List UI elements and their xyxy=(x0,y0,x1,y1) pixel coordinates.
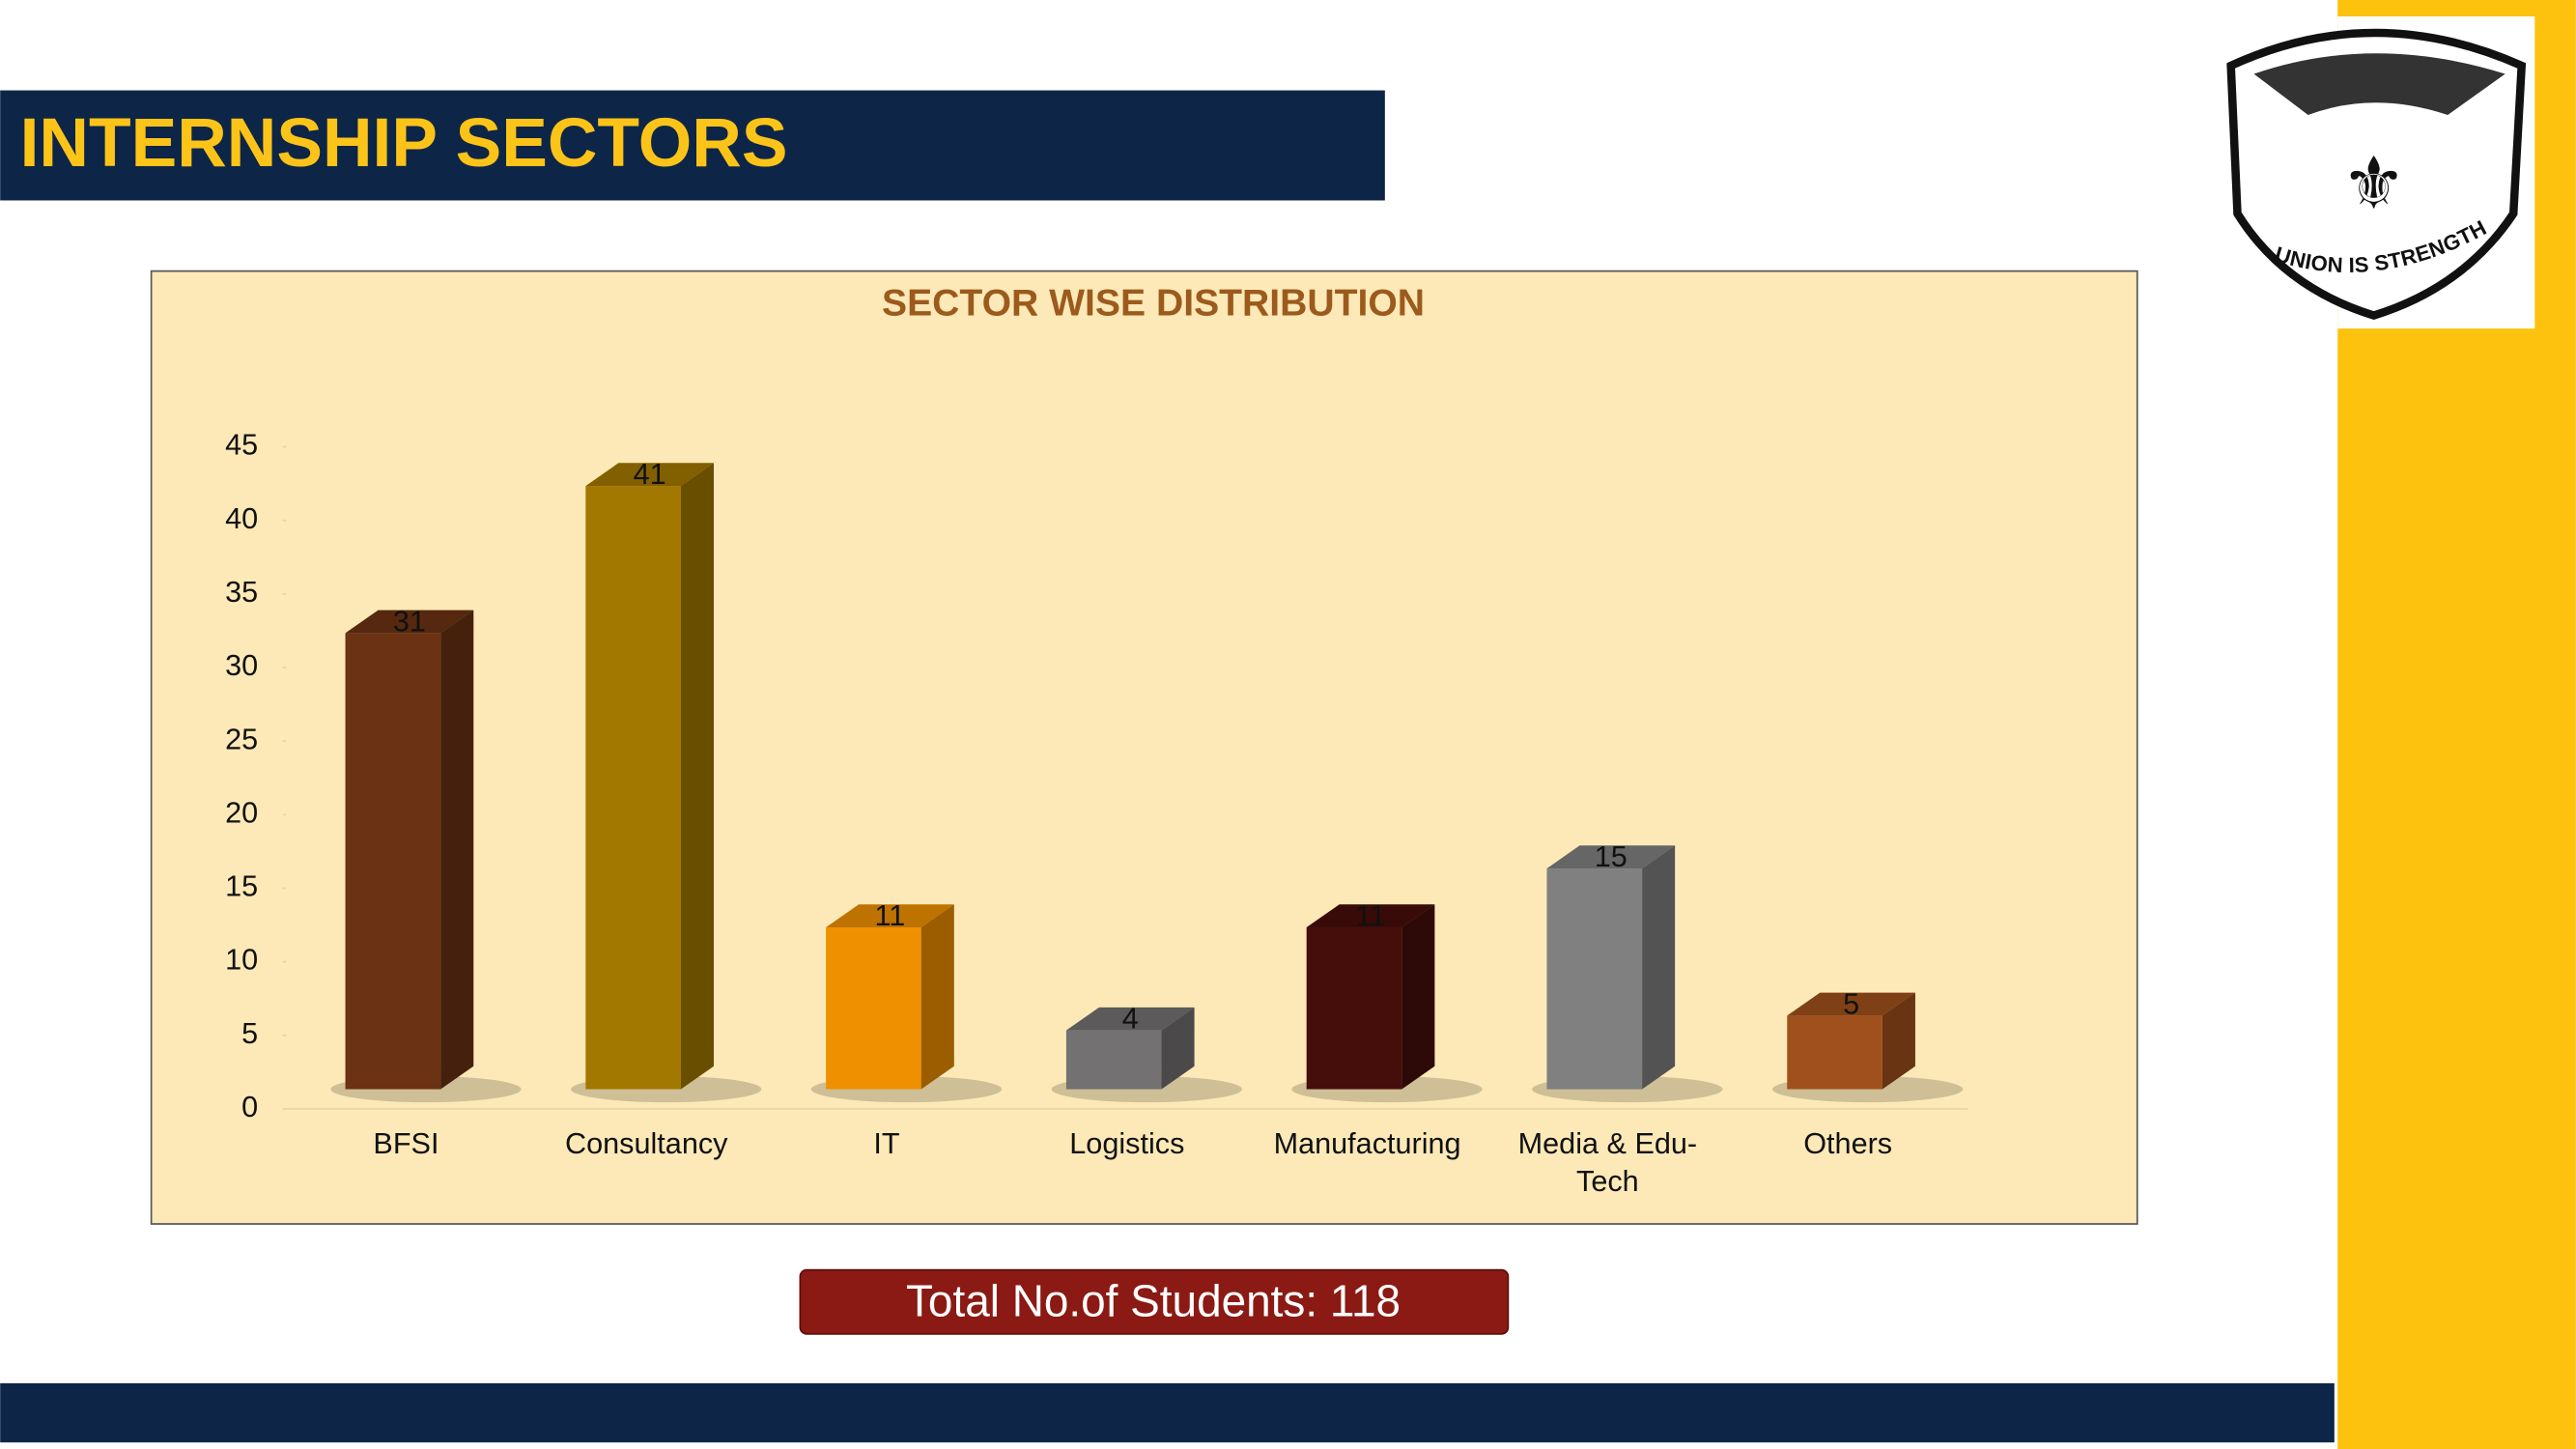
bar-side xyxy=(440,610,474,1090)
plot: 051015202530354045BFSI31Consultancy41IT1… xyxy=(225,429,1968,1198)
bar-side xyxy=(1161,1007,1195,1090)
bar-front xyxy=(1306,927,1402,1090)
x-tick-label-box: Consultancy xyxy=(565,1126,728,1160)
y-tick-label: 40 xyxy=(225,502,258,535)
bar-top xyxy=(1306,904,1435,928)
bar xyxy=(585,463,714,1090)
header-bar xyxy=(0,90,1385,201)
bar-side xyxy=(920,904,954,1090)
bar-front xyxy=(585,486,681,1090)
bar-top-shade xyxy=(1546,845,1676,869)
x-tick-label-box: IT xyxy=(873,1126,900,1160)
x-tick-label-box: Logistics xyxy=(1069,1126,1185,1160)
x-tick-label-box: BFSI xyxy=(373,1126,439,1160)
footer-bar xyxy=(0,1382,2335,1443)
header-title: INTERNSHIP SECTORS xyxy=(20,104,788,182)
bar-front xyxy=(1546,868,1643,1090)
bar-side xyxy=(1642,845,1676,1090)
logo-monogram: ⚜ xyxy=(2341,142,2406,223)
x-tick-label: Logistics xyxy=(1069,1126,1185,1160)
bar-top xyxy=(1546,845,1676,869)
y-tick-label: 35 xyxy=(225,576,258,609)
bar-front xyxy=(345,633,441,1090)
bar-top xyxy=(1787,992,1915,1016)
bar-side xyxy=(1882,992,1915,1090)
bar-side-shade xyxy=(1642,845,1676,1090)
logo-eagle xyxy=(2253,53,2505,116)
bar-front xyxy=(1065,1030,1162,1090)
bar-side-shade xyxy=(1882,992,1915,1090)
y-tick-label: 15 xyxy=(225,870,258,903)
bar-top xyxy=(826,904,954,928)
bar-side-shade xyxy=(680,463,714,1090)
data-label: 11 xyxy=(1355,899,1386,932)
bar-top xyxy=(345,610,474,634)
chart-title: SECTOR WISE DISTRIBUTION xyxy=(882,283,1425,325)
x-tick-label-box: Media & Edu-Tech xyxy=(1517,1126,1698,1198)
bar-top-shade xyxy=(826,904,954,928)
bar-front xyxy=(1787,1015,1882,1090)
x-tick-label: Others xyxy=(1803,1126,1893,1160)
bar-side xyxy=(1401,904,1435,1090)
bar-top-shade xyxy=(1306,904,1435,928)
bar-top xyxy=(1065,1007,1195,1031)
y-tick-label: 25 xyxy=(225,723,258,755)
x-tick-label: BFSI xyxy=(373,1126,439,1160)
bar xyxy=(1065,1007,1195,1090)
data-label: 11 xyxy=(875,899,906,932)
bar-side-shade xyxy=(1161,1007,1195,1090)
x-tick-label: Manufacturing xyxy=(1273,1126,1461,1160)
total-box xyxy=(799,1268,1510,1335)
data-label: 31 xyxy=(393,605,426,638)
bar-front xyxy=(826,927,921,1090)
y-tick-label: 0 xyxy=(241,1091,258,1123)
bar-side xyxy=(680,463,714,1090)
bar xyxy=(826,904,954,1090)
data-label: 4 xyxy=(1122,1003,1139,1036)
data-label: 41 xyxy=(634,458,666,491)
bar-top-shade xyxy=(345,610,474,634)
bar-top-shade xyxy=(585,463,714,487)
total-text: Total No.of Students: 118 xyxy=(906,1275,1401,1325)
bar-top-shade xyxy=(1787,992,1915,1016)
x-tick-label-box: Others xyxy=(1803,1126,1893,1160)
y-tick-label: 30 xyxy=(225,649,258,682)
x-tick-label-box: Manufacturing xyxy=(1273,1126,1461,1160)
y-tick-label: 5 xyxy=(241,1017,258,1050)
x-tick-label: Consultancy xyxy=(565,1126,728,1160)
bar-top xyxy=(585,463,714,487)
x-tick-label: Media & Edu-Tech xyxy=(1517,1126,1698,1198)
data-label: 15 xyxy=(1595,840,1628,873)
bar xyxy=(1306,904,1435,1090)
data-label: 5 xyxy=(1843,987,1859,1020)
bar xyxy=(1546,845,1676,1090)
bar xyxy=(345,610,474,1090)
bar-side-shade xyxy=(920,904,954,1090)
y-tick-label: 45 xyxy=(225,429,258,462)
bar-top-shade xyxy=(1065,1007,1195,1031)
x-tick-label: IT xyxy=(873,1126,900,1160)
bar xyxy=(1787,992,1915,1090)
bar-side-shade xyxy=(1401,904,1435,1090)
bar-side-shade xyxy=(440,610,474,1090)
y-tick-label: 20 xyxy=(225,796,258,829)
y-tick-label: 10 xyxy=(225,944,258,977)
